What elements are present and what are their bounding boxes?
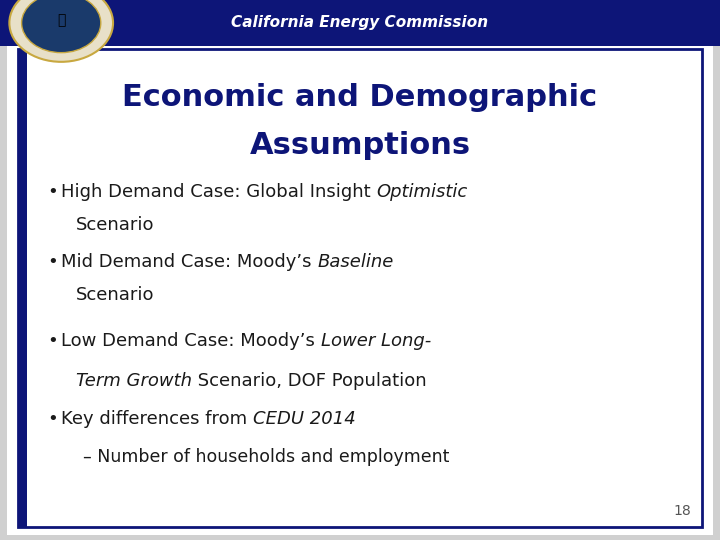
FancyBboxPatch shape xyxy=(18,49,702,526)
Text: Key differences from: Key differences from xyxy=(61,410,253,428)
Text: Term Growth: Term Growth xyxy=(76,372,192,390)
Circle shape xyxy=(22,0,101,53)
Text: 🐻: 🐻 xyxy=(57,14,66,27)
Text: Scenario: Scenario xyxy=(76,215,154,233)
FancyBboxPatch shape xyxy=(18,49,27,526)
FancyBboxPatch shape xyxy=(7,5,713,535)
Text: •: • xyxy=(47,332,58,349)
Text: Scenario: Scenario xyxy=(76,286,154,303)
Text: Low Demand Case: Moody’s: Low Demand Case: Moody’s xyxy=(61,332,321,349)
Text: 18: 18 xyxy=(673,504,691,518)
Text: Economic and Demographic: Economic and Demographic xyxy=(122,83,598,112)
Text: High Demand Case: Global Insight: High Demand Case: Global Insight xyxy=(61,183,377,201)
FancyBboxPatch shape xyxy=(0,0,720,46)
Text: •: • xyxy=(47,410,58,428)
Text: Optimistic: Optimistic xyxy=(377,183,468,201)
Text: CEDU 2014: CEDU 2014 xyxy=(253,410,356,428)
Text: Lower Long-: Lower Long- xyxy=(321,332,431,349)
Text: Scenario, DOF Population: Scenario, DOF Population xyxy=(192,372,426,390)
Text: Assumptions: Assumptions xyxy=(249,131,471,160)
Text: Mid Demand Case: Moody’s: Mid Demand Case: Moody’s xyxy=(61,253,318,271)
Text: •: • xyxy=(47,183,58,201)
Text: •: • xyxy=(47,253,58,271)
Text: California Energy Commission: California Energy Commission xyxy=(231,16,489,30)
Text: Baseline: Baseline xyxy=(318,253,394,271)
Text: – Number of households and employment: – Number of households and employment xyxy=(83,448,449,465)
Circle shape xyxy=(9,0,113,62)
